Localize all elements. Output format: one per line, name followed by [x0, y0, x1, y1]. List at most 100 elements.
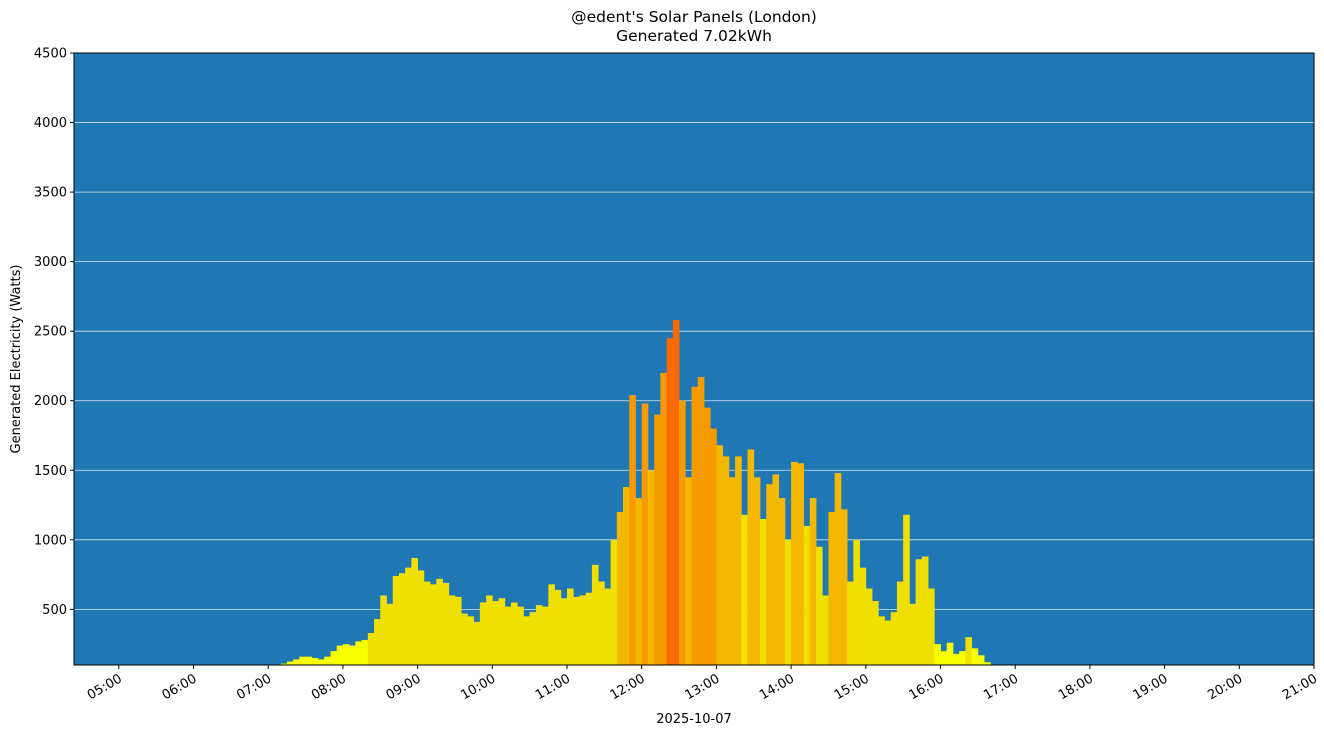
bar	[548, 584, 555, 665]
bar	[896, 581, 904, 665]
y-tick-label: 2000	[34, 394, 67, 409]
bar	[909, 603, 917, 665]
bar	[753, 477, 761, 665]
x-tick-label: 07:00	[234, 671, 274, 703]
bar	[878, 616, 885, 665]
bar	[965, 637, 973, 665]
bar	[865, 588, 873, 665]
chart-title-block: @edent's Solar Panels (London) Generated…	[74, 8, 1314, 46]
bar	[467, 616, 475, 665]
bar	[703, 407, 711, 665]
bar	[591, 564, 599, 665]
x-tick-label: 17:00	[981, 671, 1021, 703]
y-tick-label: 3000	[34, 255, 67, 270]
bar	[666, 338, 674, 665]
bar	[324, 656, 331, 665]
x-tick-label: 15:00	[832, 671, 872, 703]
bar	[722, 456, 730, 665]
x-tick-label: 20:00	[1205, 671, 1245, 703]
chart-title: @edent's Solar Panels (London)	[571, 8, 817, 26]
bar	[641, 403, 649, 665]
bar	[797, 463, 804, 665]
x-tick-label: 10:00	[458, 671, 498, 703]
bar	[286, 661, 294, 665]
bar	[305, 656, 313, 665]
bar	[647, 470, 655, 665]
bar	[417, 570, 425, 665]
bar	[872, 601, 879, 665]
chart-subtitle: Generated 7.02kWh	[616, 27, 772, 45]
bar	[386, 603, 394, 665]
bar	[791, 461, 798, 665]
bar	[903, 514, 910, 665]
bar	[766, 484, 773, 665]
y-tick-label: 4500	[34, 47, 67, 62]
y-axis-label: Generated Electricity (Watts)	[9, 265, 24, 454]
bar	[679, 400, 686, 665]
bar	[952, 653, 960, 665]
bar	[716, 445, 724, 665]
bar	[735, 456, 742, 665]
bar	[336, 645, 344, 665]
bar	[498, 598, 506, 665]
bar	[423, 581, 431, 665]
bar	[405, 567, 412, 665]
bar	[816, 546, 823, 665]
bar	[349, 645, 356, 665]
y-tick-label: 1000	[34, 533, 67, 548]
bar	[778, 498, 786, 665]
bar	[585, 592, 593, 665]
bar	[853, 539, 860, 665]
bar	[461, 613, 468, 665]
bar	[374, 619, 381, 665]
bar	[616, 512, 624, 665]
bar	[828, 512, 836, 665]
bar	[977, 655, 985, 665]
y-tick-label: 500	[42, 603, 67, 618]
bar	[293, 659, 300, 665]
bar	[759, 518, 767, 665]
x-tick-label: 08:00	[309, 671, 349, 703]
bar	[629, 395, 636, 665]
bar	[940, 651, 948, 665]
bar	[529, 612, 537, 665]
x-axis-label: 2025-10-07	[656, 712, 732, 727]
bar	[928, 588, 935, 665]
bar	[436, 578, 443, 665]
x-tick-label: 16:00	[907, 671, 947, 703]
bars	[280, 320, 991, 665]
x-axis: 05:00 06:00 07:00 08:00 09:00 10:00 11:00 12:00…	[85, 665, 1320, 703]
bar	[959, 651, 966, 665]
bar	[809, 498, 817, 665]
bar	[504, 606, 512, 665]
bar	[660, 372, 668, 665]
bar	[946, 642, 954, 665]
y-tick-label: 1500	[34, 464, 67, 479]
bar	[318, 659, 325, 665]
bar	[803, 525, 811, 665]
bar	[884, 620, 892, 665]
bar	[442, 582, 450, 665]
bar	[299, 656, 306, 665]
bar	[859, 567, 867, 665]
bar	[510, 602, 518, 665]
bar	[728, 477, 736, 665]
bar	[523, 616, 531, 665]
bar	[772, 474, 780, 665]
bar	[672, 320, 680, 665]
bar	[890, 612, 898, 665]
bar	[784, 539, 792, 665]
bar	[342, 644, 350, 665]
bar	[847, 581, 854, 665]
y-axis: 500 1000 1500 2000 2500 3000 3500 4000 4500	[34, 47, 74, 618]
bar	[741, 514, 748, 665]
bar	[840, 509, 848, 665]
y-tick-label: 4000	[34, 116, 67, 131]
x-tick-label: 19:00	[1131, 671, 1171, 703]
bar	[430, 584, 437, 665]
bar	[822, 595, 829, 665]
x-tick-label: 06:00	[160, 671, 200, 703]
bar	[623, 486, 630, 665]
bar	[535, 605, 543, 665]
